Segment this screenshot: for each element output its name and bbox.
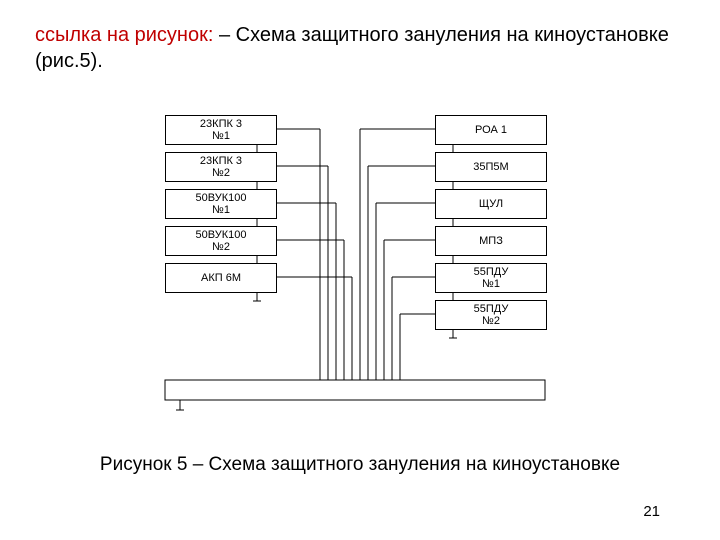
- device-box-r5: 55ПДУ №2: [435, 300, 547, 330]
- device-box-r0: РОА 1: [435, 115, 547, 145]
- device-box-l4: АКП 6М: [165, 263, 277, 293]
- device-box-r4: 55ПДУ №1: [435, 263, 547, 293]
- page-number: 21: [643, 503, 660, 520]
- device-box-r3: МПЗ: [435, 226, 547, 256]
- device-box-r2: ЩУЛ: [435, 189, 547, 219]
- device-box-l1: 23КПК 3 №2: [165, 152, 277, 182]
- device-box-r1: 35П5М: [435, 152, 547, 182]
- device-box-l3: 50ВУК100 №2: [165, 226, 277, 256]
- device-box-l0: 23КПК 3 №1: [165, 115, 277, 145]
- device-box-l2: 50ВУК100 №1: [165, 189, 277, 219]
- figure-caption: Рисунок 5 – Схема защитного зануления на…: [0, 454, 720, 476]
